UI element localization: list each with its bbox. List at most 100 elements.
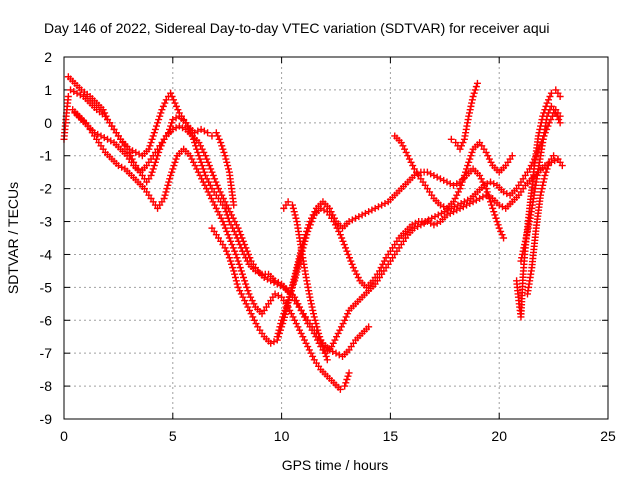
data-point (227, 237, 235, 245)
data-point (191, 162, 199, 170)
data-point (245, 250, 253, 258)
data-point (241, 241, 249, 249)
data-point (217, 214, 225, 222)
data-point (347, 257, 355, 265)
data-point (239, 237, 247, 245)
x-tick-label: 25 (600, 428, 616, 444)
data-point (216, 188, 224, 196)
data-point (229, 264, 237, 272)
data-point (151, 158, 159, 166)
data-point (233, 280, 241, 288)
y-tick-label: -7 (40, 345, 53, 361)
data-point (456, 145, 464, 153)
data-point (550, 152, 558, 160)
data-point (220, 221, 228, 229)
data-point (333, 224, 341, 232)
data-point (231, 247, 239, 255)
data-point (341, 382, 349, 390)
data-point (252, 320, 260, 328)
data-point (232, 250, 240, 258)
data-point (333, 333, 341, 341)
data-point (320, 346, 328, 354)
data-point (519, 247, 527, 255)
data-point (485, 155, 493, 163)
data-point (147, 171, 155, 179)
data-point (226, 257, 234, 265)
data-point (277, 320, 285, 328)
data-point (219, 218, 227, 226)
x-axis-label: GPS time / hours (282, 457, 389, 473)
data-point (148, 135, 156, 143)
data-point (289, 204, 297, 212)
series-12 (523, 152, 566, 298)
data-point (274, 329, 282, 337)
data-point (208, 168, 216, 176)
data-point (170, 96, 178, 104)
data-point (221, 198, 229, 206)
data-point (379, 260, 387, 268)
data-point (339, 237, 347, 245)
data-point (451, 195, 459, 203)
data-point (282, 303, 290, 311)
data-point (152, 122, 160, 130)
data-point (397, 139, 405, 147)
x-tick-label: 15 (383, 428, 399, 444)
data-point (243, 283, 251, 291)
data-point (344, 310, 352, 318)
data-point (228, 241, 236, 249)
x-tick-label: 5 (169, 428, 177, 444)
data-point (238, 234, 246, 242)
data-point (317, 336, 325, 344)
data-point (304, 227, 312, 235)
data-point (521, 237, 529, 245)
data-point (209, 171, 217, 179)
series-9 (447, 79, 481, 153)
data-point (204, 188, 212, 196)
data-point (402, 148, 410, 156)
series-11 (517, 102, 564, 265)
data-point (160, 195, 168, 203)
data-point (174, 106, 182, 114)
data-point (500, 234, 508, 242)
data-point (223, 227, 231, 235)
data-point (204, 129, 212, 137)
data-point (219, 195, 227, 203)
y-tick-label: -5 (40, 279, 53, 295)
y-tick-label: 2 (44, 49, 52, 65)
data-point (556, 119, 564, 127)
data-point (250, 300, 258, 308)
plot-frame (63, 56, 609, 420)
data-point (278, 316, 286, 324)
data-point (336, 326, 344, 334)
data-point (329, 339, 337, 347)
data-point (222, 155, 230, 163)
data-point (204, 158, 212, 166)
data-point (225, 234, 233, 242)
data-point (521, 241, 529, 249)
data-point (491, 211, 499, 219)
data-point (150, 129, 158, 137)
series-8 (391, 132, 516, 212)
data-point (168, 119, 176, 127)
data-point (222, 247, 230, 255)
data-point (280, 310, 288, 318)
data-point (189, 158, 197, 166)
data-point (484, 191, 492, 199)
data-point (469, 92, 477, 100)
data-point (472, 83, 480, 91)
data-point (309, 306, 317, 314)
data-point (147, 139, 155, 147)
data-point (194, 148, 202, 156)
data-point (336, 231, 344, 239)
data-point (195, 139, 203, 147)
data-point (225, 254, 233, 262)
data-point (203, 185, 211, 193)
data-point (239, 293, 247, 301)
data-point (201, 181, 209, 189)
data-point (196, 155, 204, 163)
data-point (336, 385, 344, 393)
data-point (237, 231, 245, 239)
data-point (458, 178, 466, 186)
data-point (231, 218, 239, 226)
x-tick-labels: 0 5 10 15 20 25 (60, 428, 616, 444)
